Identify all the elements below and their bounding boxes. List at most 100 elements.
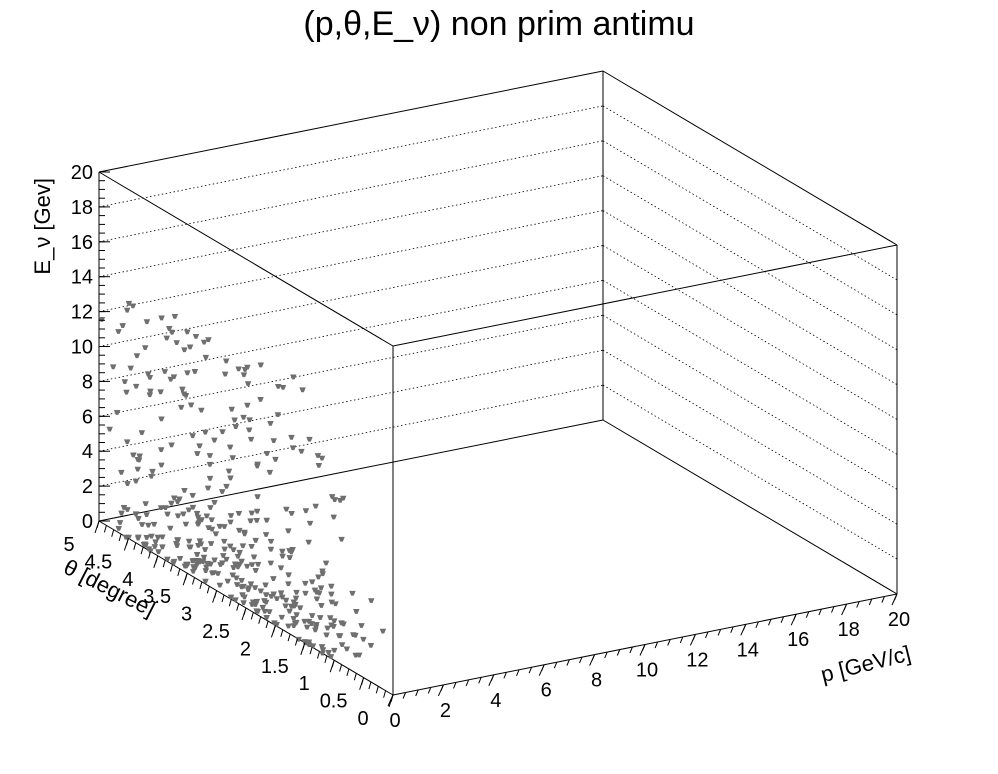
scatter-point bbox=[158, 416, 165, 422]
scatter-point bbox=[98, 317, 106, 322]
scatter-point bbox=[142, 345, 149, 351]
scatter-point bbox=[168, 329, 176, 335]
scatter-point bbox=[132, 511, 140, 517]
scatter-point bbox=[293, 589, 300, 595]
scatter-point bbox=[148, 473, 155, 479]
scatter-point bbox=[152, 539, 159, 545]
scatter-point bbox=[136, 453, 143, 459]
y-minor-tick bbox=[155, 555, 159, 563]
scatter-point bbox=[324, 625, 331, 631]
scatter-point bbox=[224, 578, 231, 584]
scatter-point bbox=[257, 588, 265, 594]
scatter-point bbox=[187, 402, 195, 408]
scatter-point bbox=[285, 528, 292, 534]
x-minor-tick bbox=[805, 611, 810, 618]
scatter-point bbox=[150, 521, 158, 527]
y-minor-tick bbox=[265, 620, 269, 629]
scatter-point bbox=[286, 548, 293, 553]
scatter-point bbox=[254, 461, 261, 467]
scatter-point bbox=[190, 568, 197, 574]
scatter-point bbox=[181, 487, 188, 493]
scatter-point bbox=[121, 379, 129, 385]
scatter-point bbox=[308, 579, 316, 585]
grid-line-back-wall bbox=[98, 140, 604, 243]
grid-layer bbox=[98, 105, 898, 560]
chart-title: (p,θ,E_ν) non prim antimu bbox=[303, 5, 694, 43]
grid-line-right-wall bbox=[602, 210, 898, 385]
scatter-point bbox=[358, 623, 365, 628]
scatter-point bbox=[231, 561, 239, 567]
y-minor-tick bbox=[177, 568, 181, 577]
grid-line-right-wall bbox=[602, 140, 898, 316]
scatter-point bbox=[145, 522, 152, 528]
scatter-point bbox=[254, 494, 261, 500]
scatter-point bbox=[135, 516, 142, 521]
grid-line-right-wall bbox=[602, 280, 898, 455]
y-minor-tick bbox=[243, 607, 247, 616]
scatter-point bbox=[234, 553, 242, 559]
scatter-point bbox=[132, 478, 140, 484]
z-tick-label: 18 bbox=[71, 197, 93, 219]
scatter-point bbox=[318, 455, 326, 461]
scatter-point bbox=[227, 543, 234, 549]
scatter-point bbox=[219, 429, 226, 435]
x-tick-label: 8 bbox=[591, 670, 602, 692]
scatter-point bbox=[157, 505, 165, 511]
scatter-point bbox=[178, 404, 185, 410]
scatter-point bbox=[257, 362, 264, 368]
z-axis-title: E_ν [Gev] bbox=[30, 178, 55, 275]
y-minor-tick bbox=[302, 642, 306, 650]
scatter-point bbox=[214, 571, 222, 576]
x-minor-tick bbox=[553, 662, 558, 669]
scatter-point bbox=[179, 386, 186, 392]
scatter-point bbox=[241, 594, 248, 600]
scatter-point bbox=[355, 652, 363, 658]
scatter-point bbox=[221, 524, 228, 529]
y-tick-label: 4.5 bbox=[84, 551, 112, 573]
scatter-point bbox=[159, 544, 166, 550]
scatter-point bbox=[248, 543, 255, 549]
scatter-point bbox=[270, 576, 277, 581]
scatter-point bbox=[299, 387, 306, 393]
x-minor-tick bbox=[843, 603, 848, 611]
scatter-point bbox=[273, 596, 281, 602]
scatter-point bbox=[338, 642, 346, 648]
x-minor-tick bbox=[465, 679, 470, 687]
scatter-point bbox=[196, 559, 203, 565]
scatter-point bbox=[243, 563, 251, 569]
y-minor-tick bbox=[118, 533, 122, 542]
scatter-point bbox=[318, 644, 326, 649]
x-tick-label: 0 bbox=[389, 710, 400, 732]
scatter-point bbox=[192, 565, 199, 570]
scatter-point bbox=[206, 453, 214, 458]
scatter-point bbox=[221, 546, 228, 552]
x-minor-tick bbox=[831, 606, 835, 613]
scatter-point bbox=[147, 548, 154, 554]
scatter-point bbox=[245, 585, 253, 591]
scatter-point bbox=[161, 369, 169, 374]
scatter-point bbox=[282, 603, 289, 609]
x-minor-tick bbox=[679, 636, 684, 644]
scatter-point bbox=[270, 438, 277, 444]
x-minor-tick bbox=[579, 656, 583, 664]
scatter-point bbox=[205, 337, 212, 343]
x-tick-label: 2 bbox=[440, 700, 451, 722]
scatter-point bbox=[293, 612, 300, 618]
scatter-point bbox=[129, 303, 137, 309]
scatter-point bbox=[330, 623, 337, 629]
y-minor-tick bbox=[236, 603, 240, 611]
scatter-point bbox=[272, 456, 279, 462]
scatter-point bbox=[323, 632, 330, 638]
scatter-point bbox=[328, 583, 335, 589]
scatter-point bbox=[232, 597, 239, 603]
scatter-point bbox=[106, 426, 113, 432]
y-minor-tick bbox=[111, 529, 115, 537]
x-minor-tick bbox=[415, 689, 419, 697]
scatter-point bbox=[204, 485, 212, 491]
scatter-point bbox=[227, 519, 234, 525]
scatter-point bbox=[233, 575, 240, 581]
scatter-point bbox=[340, 621, 347, 627]
y-minor-tick bbox=[125, 538, 129, 546]
scatter-point bbox=[200, 339, 208, 345]
scatter-point bbox=[263, 614, 270, 620]
